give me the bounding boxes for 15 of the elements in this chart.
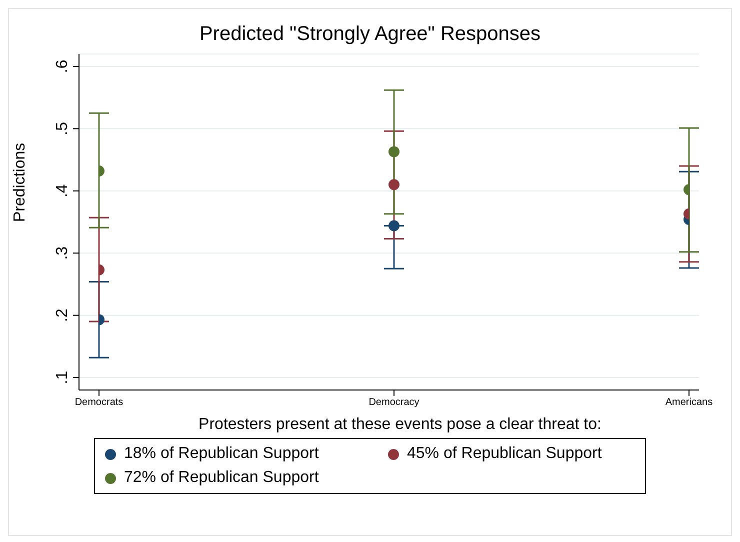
legend-label: 72% of Republican Support: [124, 469, 319, 487]
y-tick-label: .5: [54, 122, 71, 136]
x-tick-label: Democrats: [74, 397, 124, 408]
y-tick-label: .1: [54, 370, 71, 384]
x-axis-title: Protesters present at these events pose a clear threat to:: [198, 416, 602, 434]
y-tick-label: .4: [54, 184, 71, 198]
legend-label: 18% of Republican Support: [124, 445, 319, 463]
y-tick-label: .3: [54, 246, 71, 260]
y-tick-label: .6: [54, 60, 71, 74]
y-axis-title: Predictions: [12, 142, 29, 222]
x-tick-label: Americans: [665, 397, 713, 408]
legend-label: 45% of Republican Support: [407, 445, 602, 463]
y-tick-label: .2: [54, 308, 71, 322]
x-tick-label: Democracy: [368, 397, 420, 408]
chart-title: Predicted "Strongly Agree" Responses: [198, 23, 542, 46]
